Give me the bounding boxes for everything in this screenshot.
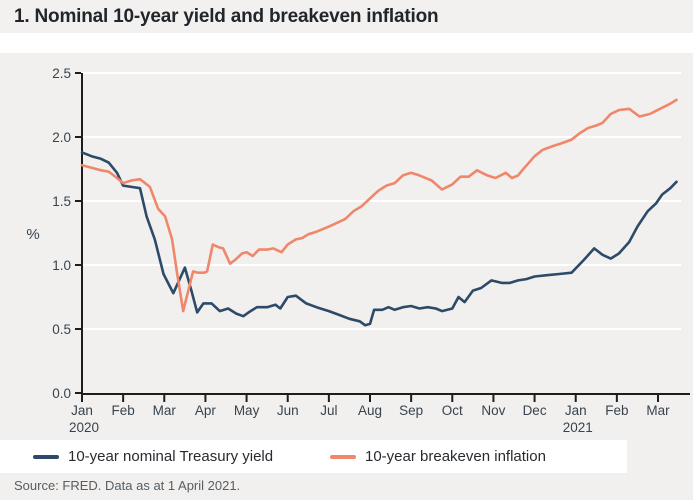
figure-title-bar: 1. Nominal 10-year yield and breakeven i… (0, 0, 693, 33)
x-tick-label: Jul (320, 403, 337, 418)
legend-item-breakeven-inflation: 10-year breakeven inflation (330, 440, 546, 473)
series-breakeven-inflation-line (80, 98, 678, 313)
x-tick-label: Jan (71, 403, 93, 418)
x-tick-label: Dec (523, 403, 547, 418)
y-tick-label: 2.0 (52, 130, 71, 145)
x-year-label: 2020 (69, 420, 99, 435)
chart-panel: 0.0 0.5 1.0 1.5 2.0 2.5% Jan Feb Mar Apr May Jun Jul… (0, 53, 693, 440)
x-tick-label: Jun (277, 403, 299, 418)
title-divider (0, 33, 693, 53)
x-tick-label: Mar (153, 403, 177, 418)
figure-title: 1. Nominal 10-year yield and breakeven i… (14, 6, 439, 27)
x-tick-label: Jan (565, 403, 587, 418)
chart-legend: 10-year nominal Treasury yield 10-year b… (0, 440, 627, 473)
y-tick-label: 2.5 (52, 66, 71, 81)
y-tick-label: 0.5 (52, 322, 71, 337)
x-tick-label: May (234, 403, 260, 418)
x-year-label: 2021 (563, 420, 593, 435)
legend-swatch-orange-line (330, 454, 356, 459)
source-note: Source: FRED. Data as at 1 April 2021. (14, 478, 241, 493)
x-tick-label: Sep (399, 403, 423, 418)
x-tick-label: Oct (442, 403, 463, 418)
legend-swatch-navy-line (33, 454, 59, 459)
x-tick-label: Nov (481, 403, 505, 418)
line-chart: 0.0 0.5 1.0 1.5 2.0 2.5% Jan Feb Mar Apr May Jun Jul… (26, 66, 690, 435)
y-tick-label: 0.0 (52, 386, 71, 401)
y-axis-label: % (26, 226, 39, 243)
x-tick-label: Aug (358, 403, 382, 418)
legend-item-nominal-yield: 10-year nominal Treasury yield (33, 440, 273, 473)
series-nominal-yield-line (80, 151, 678, 327)
x-tick-label: Feb (605, 403, 628, 418)
x-tick-label: Mar (646, 403, 670, 418)
legend-label-nominal-yield: 10-year nominal Treasury yield (68, 448, 274, 465)
x-tick-label: Feb (112, 403, 135, 418)
source-bar: Source: FRED. Data as at 1 April 2021. (0, 473, 693, 500)
y-tick-label: 1.0 (52, 258, 71, 273)
legend-label-breakeven-inflation: 10-year breakeven inflation (365, 448, 546, 465)
y-tick-label: 1.5 (52, 194, 71, 209)
x-tick-label: Apr (195, 403, 217, 418)
